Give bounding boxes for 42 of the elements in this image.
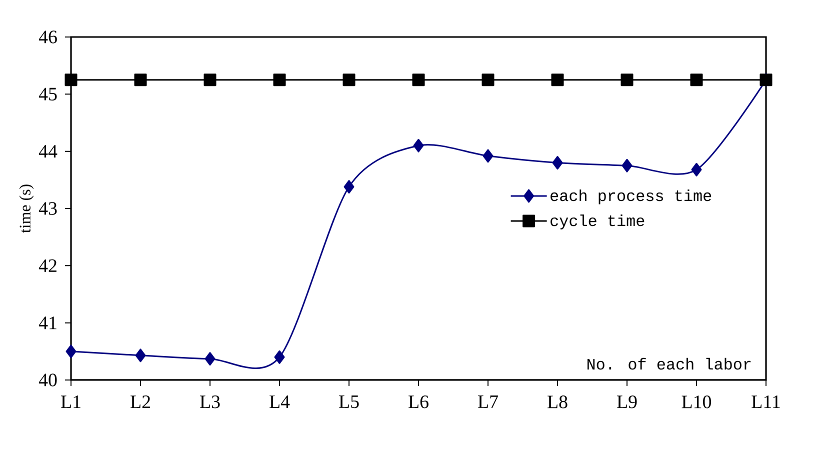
point (204, 352, 216, 366)
point (135, 348, 146, 362)
point (482, 149, 494, 163)
y-tick-label: 45 (38, 88, 57, 100)
point (273, 74, 286, 86)
y-tick-label: 44 (38, 145, 58, 158)
x-tick-label: L11 (752, 396, 780, 408)
point (412, 74, 425, 86)
x-axis-title: No. of each labor (588, 358, 751, 370)
point (620, 74, 634, 86)
x-tick-label: L2 (130, 396, 150, 408)
y-axis-title: time (s) (19, 184, 34, 233)
point (552, 156, 563, 170)
x-tick-label: L10 (682, 396, 712, 408)
x-tick-label: L1 (61, 396, 80, 408)
legend-label: cycle time (550, 214, 644, 230)
x-tick-label: L7 (478, 396, 498, 408)
point (274, 350, 285, 364)
legend-label: each process time (550, 189, 712, 204)
x-tick-label: L5 (339, 396, 359, 408)
y-tick-label: 41 (38, 316, 56, 330)
point (342, 74, 356, 86)
point (344, 180, 354, 194)
point (66, 344, 76, 358)
x-tick-label: L9 (617, 396, 637, 408)
point (204, 74, 216, 86)
y-tick-label: 42 (38, 259, 56, 272)
x-tick-label: L8 (548, 396, 568, 408)
point (413, 138, 424, 152)
y-tick-label: 46 (38, 30, 57, 44)
y-tick-label: 40 (38, 374, 57, 386)
point (551, 74, 564, 86)
x-tick-label: L6 (408, 396, 428, 408)
point (691, 162, 702, 176)
point (622, 158, 632, 172)
y-tick-label: 43 (38, 202, 57, 215)
point (134, 74, 147, 86)
x-tick-label: L3 (200, 396, 220, 408)
point (482, 74, 494, 86)
point (64, 74, 78, 86)
point (690, 74, 703, 86)
x-tick-label: L4 (270, 396, 290, 408)
